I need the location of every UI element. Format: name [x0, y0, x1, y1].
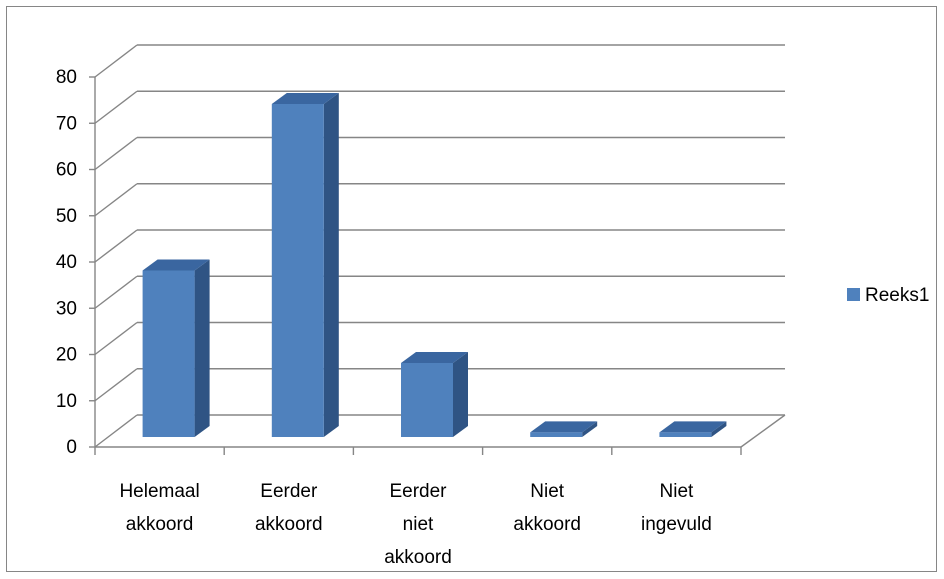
x-tick-label: Niet ingevuld	[641, 481, 712, 535]
gridline-side	[94, 414, 138, 448]
bar	[271, 93, 339, 437]
bar-chart: 0 10 20 30 40 50 60 70 80 Helemaal akkoord Eerder ak…	[56, 44, 929, 568]
labels: 0 10 20 30 40 50 60 70 80 Helemaal akkoord Eerder ak…	[56, 67, 712, 568]
x-tick-label-line: Eerder	[389, 481, 447, 502]
bar	[401, 352, 468, 437]
y-tick-label: 20	[56, 345, 77, 366]
x-tick-label: Eerder niet akkoord	[384, 481, 452, 568]
y-tick-label: 40	[56, 252, 77, 273]
bar-side	[323, 93, 339, 437]
legend-swatch	[847, 288, 860, 301]
x-tick-label-line: akkoord	[384, 547, 452, 568]
y-tick-label: 0	[66, 437, 77, 458]
x-tick-label: Niet akkoord	[513, 481, 581, 535]
x-tick-label-line: akkoord	[126, 514, 194, 535]
y-tick-label: 70	[56, 113, 77, 134]
y-tick-label: 30	[56, 298, 77, 319]
x-tick-label: Helemaal akkoord	[119, 481, 199, 535]
bar-side	[711, 421, 727, 437]
x-tick-label: Eerder akkoord	[255, 481, 323, 535]
gridline-side	[94, 321, 138, 356]
x-tick-label-line: niet	[403, 514, 434, 535]
bar-front	[530, 432, 583, 437]
x-tick-label-line: Eerder	[260, 481, 318, 502]
gridline-side	[94, 136, 138, 171]
y-tick-label: 80	[56, 67, 77, 88]
gridline-side	[94, 368, 138, 402]
bar-front	[271, 104, 324, 437]
bar-top	[401, 352, 468, 363]
bar-top	[271, 93, 339, 104]
bar-front	[401, 363, 453, 437]
bar	[142, 259, 210, 437]
gridline-side	[94, 90, 138, 124]
legend-label: Reeks1	[865, 285, 929, 306]
bar	[530, 421, 598, 437]
y-tick-label: 60	[56, 160, 77, 181]
bar-side	[453, 352, 468, 437]
bar-top	[142, 259, 210, 271]
bar	[659, 421, 727, 437]
x-tick-label-line: Helemaal	[119, 481, 199, 502]
gridline-side	[94, 275, 138, 309]
bar-top	[530, 421, 598, 433]
bar-top	[659, 421, 727, 433]
bar-front	[142, 270, 195, 437]
bar-side	[194, 259, 210, 437]
gridline-side	[94, 183, 138, 217]
y-tick-label: 10	[56, 391, 77, 412]
bar-front	[659, 432, 712, 437]
x-tick-label-line: akkoord	[255, 514, 323, 535]
x-tick-label-line: Niet	[660, 481, 695, 502]
legend: Reeks1	[847, 285, 929, 306]
y-tick-label: 50	[56, 206, 77, 227]
chart-frame: 0 10 20 30 40 50 60 70 80 Helemaal akkoord Eerder ak…	[6, 6, 937, 572]
floor-right-edge	[740, 414, 786, 448]
axes	[89, 76, 742, 455]
bars	[142, 93, 727, 437]
gridline-side	[94, 229, 138, 263]
bar-side	[582, 421, 598, 437]
x-tick-label-line: Niet	[530, 481, 565, 502]
x-tick-label-line: ingevuld	[641, 514, 712, 535]
x-tick-label-line: akkoord	[513, 514, 581, 535]
gridline-side	[94, 44, 138, 78]
